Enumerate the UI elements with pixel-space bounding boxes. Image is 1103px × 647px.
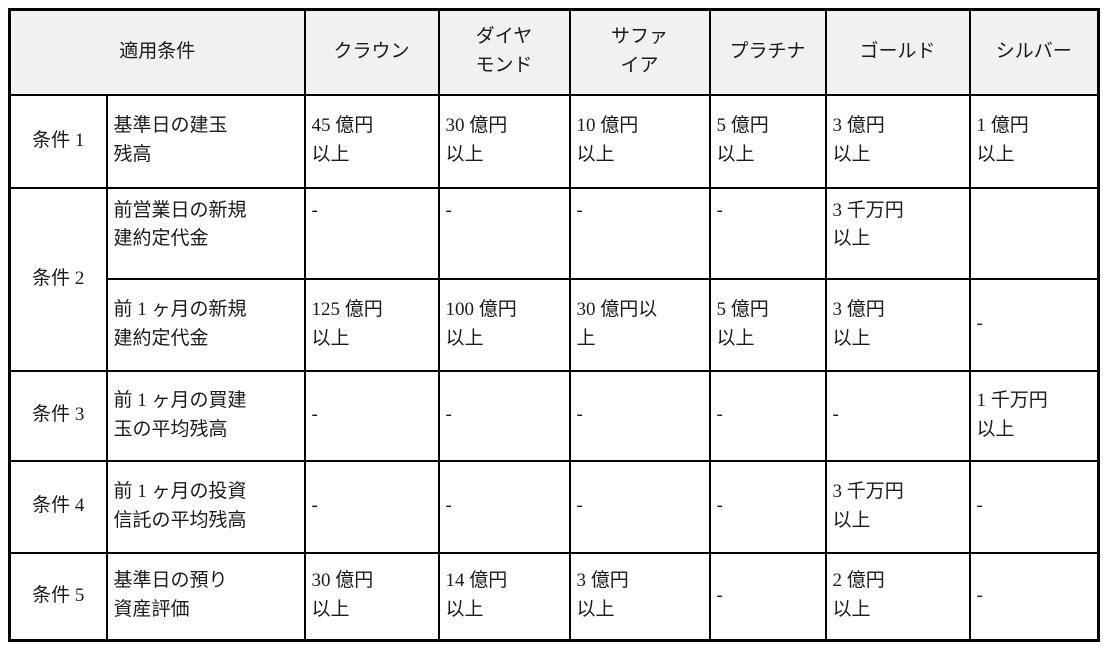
column-header-criteria: 適用条件 xyxy=(8,8,306,96)
value-cell: - xyxy=(437,186,571,280)
document-page: 適用条件 クラウン ダイヤ モンド サファ イア プラチナ ゴールド シルバー … xyxy=(8,8,1100,642)
condition-desc: 基準日の預り 資産評価 xyxy=(105,551,306,642)
row-label: 条件 4 xyxy=(8,459,108,554)
value-cell: - xyxy=(708,551,827,642)
value-cell: - xyxy=(708,459,827,554)
value-cell: 125 億円 以上 xyxy=(303,277,440,372)
value-cell xyxy=(968,186,1100,280)
value-cell: 30 億円 以上 xyxy=(437,93,571,189)
value-cell: 2 億円 以上 xyxy=(824,551,971,642)
value-cell: 3 億円 以上 xyxy=(824,93,971,189)
column-header-platinum: プラチナ xyxy=(708,8,827,96)
value-cell: 10 億円 以上 xyxy=(568,93,711,189)
column-header-gold: ゴールド xyxy=(824,8,971,96)
value-cell: 3 千万円 以上 xyxy=(824,459,971,554)
value-cell: 5 億円 以上 xyxy=(708,277,827,372)
condition-desc: 前営業日の新規 建約定代金 xyxy=(105,186,306,280)
value-cell: - xyxy=(708,369,827,462)
column-header-silver: シルバー xyxy=(968,8,1100,96)
table-row-condition2-monthly: 前 1 ヶ月の新規 建約定代金 125 億円 以上 100 億円 以上 30 億… xyxy=(10,277,1100,372)
value-cell: 45 億円 以上 xyxy=(303,93,440,189)
row-label: 条件 2 xyxy=(8,186,108,372)
value-cell: - xyxy=(303,369,440,462)
table-row-condition2-daily: 条件 2 前営業日の新規 建約定代金 - - - - 3 千万円 以上 xyxy=(8,186,1100,372)
table-row-condition3: 条件 3 前 1 ヶ月の買建 玉の平均残高 - - - - - 1 千万円 以上 xyxy=(8,369,1100,462)
value-cell: - xyxy=(824,369,971,462)
header-row: 適用条件 クラウン ダイヤ モンド サファ イア プラチナ ゴールド シルバー xyxy=(8,8,1100,96)
value-cell: - xyxy=(968,551,1100,642)
value-cell: 30 億円以 上 xyxy=(568,277,711,372)
value-cell: - xyxy=(303,459,440,554)
value-cell: - xyxy=(568,459,711,554)
condition-desc: 前 1 ヶ月の新規 建約定代金 xyxy=(105,277,306,372)
value-cell: 3 億円 以上 xyxy=(568,551,711,642)
value-cell: - xyxy=(437,369,571,462)
value-cell: 3 千万円 以上 xyxy=(824,186,971,280)
column-header-sapphire: サファ イア xyxy=(568,8,711,96)
value-cell: 1 千万円 以上 xyxy=(968,369,1100,462)
value-cell: 1 億円 以上 xyxy=(968,93,1100,189)
value-cell: 14 億円 以上 xyxy=(437,551,571,642)
value-cell: - xyxy=(568,369,711,462)
row-label: 条件 1 xyxy=(8,93,108,189)
value-cell: 5 億円 以上 xyxy=(708,93,827,189)
column-header-crown: クラウン xyxy=(303,8,440,96)
table-row-condition4: 条件 4 前 1 ヶ月の投資 信託の平均残高 - - - - 3 千万円 以上 … xyxy=(8,459,1100,554)
condition-desc: 前 1 ヶ月の買建 玉の平均残高 xyxy=(105,369,306,462)
column-header-diamond: ダイヤ モンド xyxy=(437,8,571,96)
value-cell: - xyxy=(568,186,711,280)
row-label: 条件 3 xyxy=(8,369,108,462)
condition-desc: 基準日の建玉 残高 xyxy=(105,93,306,189)
tier-conditions-table: 適用条件 クラウン ダイヤ モンド サファ イア プラチナ ゴールド シルバー … xyxy=(8,8,1100,642)
row-label: 条件 5 xyxy=(8,551,108,642)
table-row-condition5: 条件 5 基準日の預り 資産評価 30 億円 以上 14 億円 以上 3 億円 … xyxy=(8,551,1100,642)
table-row-condition1: 条件 1 基準日の建玉 残高 45 億円 以上 30 億円 以上 10 億円 以… xyxy=(8,93,1100,189)
condition-desc: 前 1 ヶ月の投資 信託の平均残高 xyxy=(105,459,306,554)
value-cell: 30 億円 以上 xyxy=(303,551,440,642)
value-cell: - xyxy=(708,186,827,280)
value-cell: - xyxy=(437,459,571,554)
value-cell: - xyxy=(968,277,1100,372)
value-cell: - xyxy=(303,186,440,280)
value-cell: - xyxy=(968,459,1100,554)
value-cell: 100 億円 以上 xyxy=(437,277,571,372)
value-cell: 3 億円 以上 xyxy=(824,277,971,372)
